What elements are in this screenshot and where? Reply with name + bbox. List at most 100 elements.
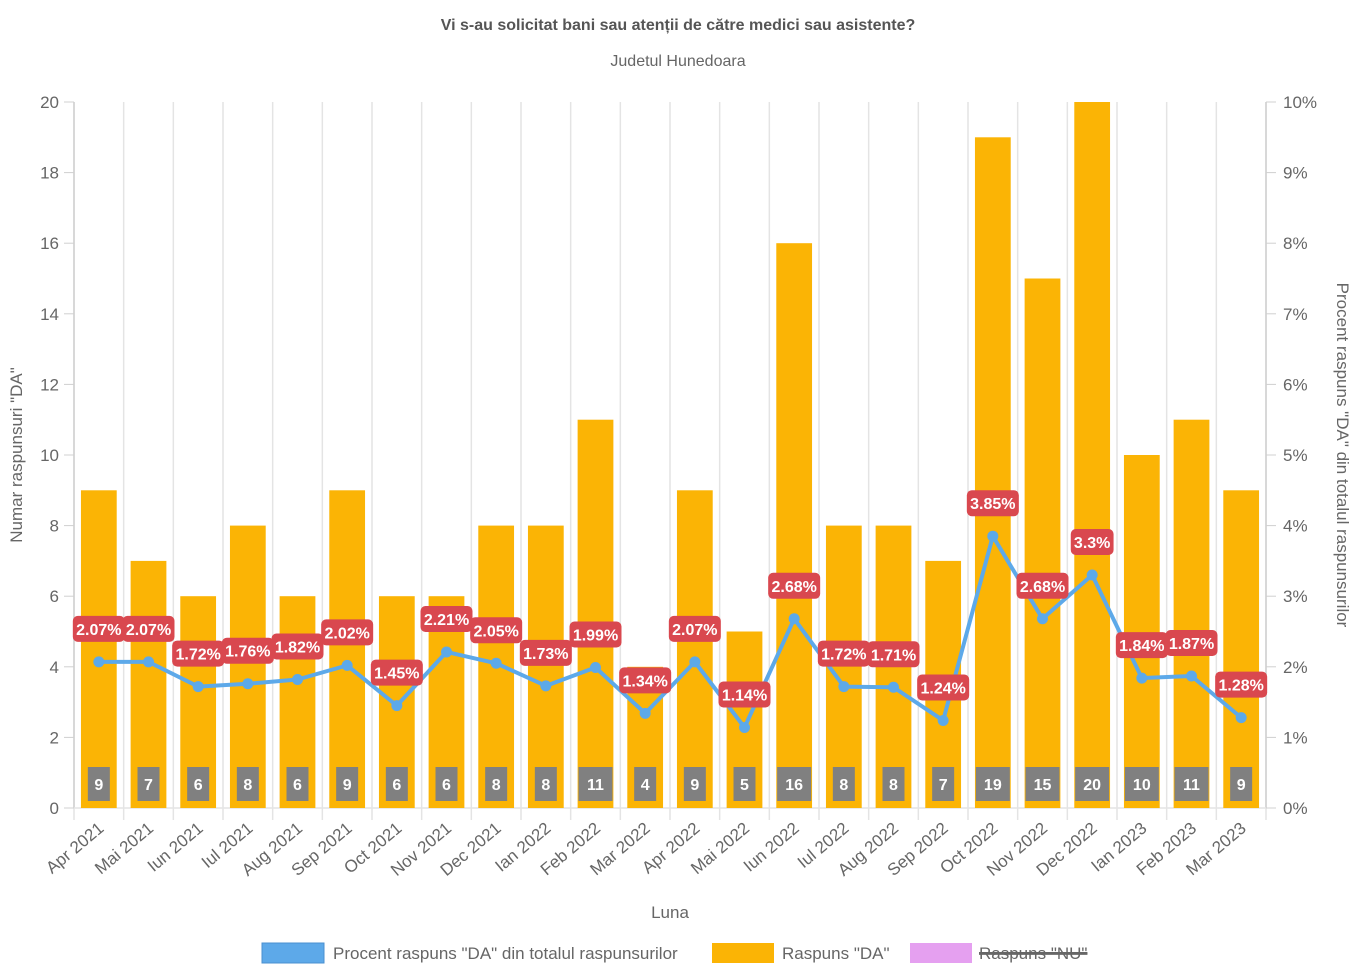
bar [229,525,266,808]
line-label-box [718,681,771,708]
bar-label-box [1124,767,1159,801]
legend-swatch-nu [910,943,972,963]
y-axis-title: Numar raspunsuri "DA" [7,367,26,543]
legend: Procent raspuns "DA" din totalul raspuns… [261,942,1088,964]
bar-label-box [534,767,557,801]
bar-label-box [634,767,657,801]
bar-label: 8 [839,777,848,794]
right-axis: 0% 1% 2% 3% 4% 5% 6% 7% 8% 9% 10% [1266,93,1317,818]
bar-labels: 9 7 6 8 6 9 6 6 8 8 11 4 9 5 16 8 8 7 19 15 20 10 11 9 [87,767,1253,801]
line-label: 1.14% [722,688,767,705]
bar-label-box [1174,767,1209,801]
legend-item-da[interactable]: Raspuns "DA" [712,943,890,963]
line-label: 1.71% [871,647,916,664]
left-tick-label: 0 [50,799,59,818]
line-point [1136,672,1148,684]
line-label-box [72,615,125,642]
right-tick-label: 8% [1283,234,1308,253]
bar [1024,278,1061,808]
bar-label-box [385,767,408,801]
line-label: 2.21% [424,612,469,629]
line-label-box [1165,629,1218,656]
legend-label-percent: Procent raspuns "DA" din totalul raspuns… [333,944,678,963]
bar-label-box [236,767,259,801]
line-point [788,613,800,625]
line-point [888,681,899,693]
line-label: 3.3% [1074,535,1110,552]
bar [676,490,713,808]
line-label: 2.07% [126,622,171,639]
bar [1074,102,1111,808]
legend-swatch-da [712,943,774,963]
legend-item-percent[interactable]: Procent raspuns "DA" din totalul raspuns… [261,942,678,964]
bar-label-box [336,767,359,801]
bar [1123,455,1160,808]
bar-label: 16 [785,777,803,794]
left-tick-label: 20 [40,93,59,112]
line-point [540,680,552,692]
line-label: 1.28% [1218,678,1263,695]
left-tick-label: 4 [50,658,59,677]
legend-label-da: Raspuns "DA" [782,944,890,963]
bar [776,243,813,808]
line-label-box [271,633,324,660]
bar [527,525,564,808]
right-tick-label: 10% [1283,93,1317,112]
line-point [639,707,651,719]
right-tick-label: 2% [1283,658,1308,677]
line-label: 2.07% [672,622,717,639]
bar [974,137,1011,809]
line-label-box [867,641,920,668]
right-tick-label: 3% [1283,587,1308,606]
line-label: 1.82% [275,640,320,657]
line-point [987,530,999,542]
bar-label: 19 [984,777,1002,794]
bar-label: 8 [243,777,252,794]
bar-label: 11 [1183,777,1200,794]
line-label-box [122,615,175,642]
line-label: 1.73% [523,646,568,663]
bar-label: 10 [1133,777,1151,794]
line-point [1235,712,1247,724]
bar [1223,490,1260,808]
bar-label-box [485,767,508,801]
x-axis-title: Luna [651,903,689,922]
bar-label: 6 [293,777,302,794]
right-tick-label: 0% [1283,799,1308,818]
legend-swatch-percent [261,942,325,964]
legend-item-nu[interactable]: Raspuns "NU" [910,943,1088,963]
line-point [1037,613,1048,625]
bar-label-box [137,767,160,801]
line-point [192,681,204,693]
line-label: 1.45% [374,666,419,683]
right-tick-label: 9% [1283,164,1308,183]
line-point [1086,569,1098,581]
bar [825,525,862,808]
bar-label-box [286,767,309,801]
line-point [739,722,750,734]
bar-label-box [683,767,706,801]
left-axis: 0 2 4 6 8 10 12 14 16 18 20 [40,93,74,818]
line-label: 1.84% [1119,638,1164,655]
line-label-box [1215,671,1268,698]
bar [80,490,117,808]
bar-label: 5 [740,777,749,794]
bar-label-box [187,767,210,801]
line-point [838,681,850,693]
bar-label: 8 [889,777,898,794]
line-label: 2.68% [771,579,816,596]
line-label-box [668,615,721,642]
line-label: 1.87% [1169,636,1214,653]
bar [329,490,366,808]
bar [130,560,167,808]
line-label: 1.24% [920,680,965,697]
line-label-box [470,617,523,644]
line-point [391,700,403,712]
line-label-box [817,640,870,667]
line-point [1186,670,1197,682]
right-tick-label: 7% [1283,305,1308,324]
bar-label: 8 [492,777,501,794]
bar-label-box [975,767,1010,801]
